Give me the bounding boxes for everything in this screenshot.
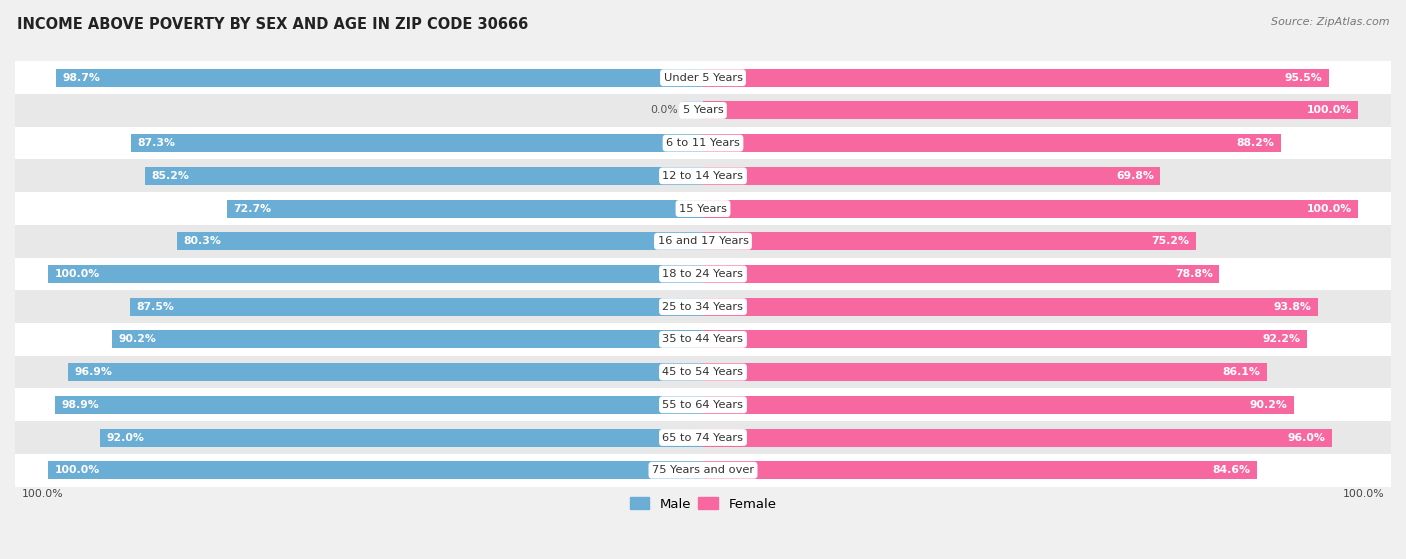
Bar — [15, 225, 1391, 258]
Bar — [703, 396, 1294, 414]
Bar — [703, 429, 1331, 447]
Text: 92.0%: 92.0% — [107, 433, 145, 443]
Text: 72.7%: 72.7% — [233, 203, 271, 214]
Text: 96.9%: 96.9% — [75, 367, 112, 377]
Text: 98.7%: 98.7% — [63, 73, 101, 83]
Bar — [48, 461, 703, 479]
Bar — [129, 298, 703, 316]
Text: 100.0%: 100.0% — [21, 489, 63, 499]
Text: 92.2%: 92.2% — [1263, 334, 1301, 344]
Bar — [67, 363, 703, 381]
Text: 55 to 64 Years: 55 to 64 Years — [662, 400, 744, 410]
Text: 84.6%: 84.6% — [1213, 465, 1251, 475]
Bar — [703, 461, 1257, 479]
Text: 100.0%: 100.0% — [55, 465, 100, 475]
Text: 90.2%: 90.2% — [118, 334, 156, 344]
Bar — [56, 69, 703, 87]
Bar — [226, 200, 703, 217]
Text: 100.0%: 100.0% — [1343, 489, 1385, 499]
Bar — [131, 134, 703, 152]
Bar — [15, 159, 1391, 192]
Text: 100.0%: 100.0% — [1306, 203, 1351, 214]
Text: 6 to 11 Years: 6 to 11 Years — [666, 138, 740, 148]
Text: Under 5 Years: Under 5 Years — [664, 73, 742, 83]
Text: 85.2%: 85.2% — [152, 171, 190, 181]
Text: 0.0%: 0.0% — [651, 106, 678, 115]
Bar — [15, 323, 1391, 356]
Bar — [703, 134, 1281, 152]
Text: 35 to 44 Years: 35 to 44 Years — [662, 334, 744, 344]
Text: 18 to 24 Years: 18 to 24 Years — [662, 269, 744, 279]
Legend: Male, Female: Male, Female — [624, 492, 782, 516]
Bar — [15, 421, 1391, 454]
Text: 87.3%: 87.3% — [138, 138, 176, 148]
Bar — [100, 429, 703, 447]
Text: 75.2%: 75.2% — [1152, 236, 1189, 247]
Text: 87.5%: 87.5% — [136, 302, 174, 312]
Bar — [703, 101, 1358, 120]
Bar — [15, 389, 1391, 421]
Bar — [15, 94, 1391, 127]
Text: 25 to 34 Years: 25 to 34 Years — [662, 302, 744, 312]
Text: 75 Years and over: 75 Years and over — [652, 465, 754, 475]
Text: Source: ZipAtlas.com: Source: ZipAtlas.com — [1271, 17, 1389, 27]
Text: 5 Years: 5 Years — [683, 106, 723, 115]
Text: 69.8%: 69.8% — [1116, 171, 1154, 181]
Bar — [145, 167, 703, 185]
Text: 45 to 54 Years: 45 to 54 Years — [662, 367, 744, 377]
Text: 65 to 74 Years: 65 to 74 Years — [662, 433, 744, 443]
Bar — [177, 232, 703, 250]
Bar — [703, 69, 1329, 87]
Text: 16 and 17 Years: 16 and 17 Years — [658, 236, 748, 247]
Text: 100.0%: 100.0% — [1306, 106, 1351, 115]
Bar — [15, 290, 1391, 323]
Bar — [15, 61, 1391, 94]
Text: 78.8%: 78.8% — [1175, 269, 1213, 279]
Bar — [15, 356, 1391, 389]
Bar — [55, 396, 703, 414]
Text: 86.1%: 86.1% — [1223, 367, 1261, 377]
Text: 80.3%: 80.3% — [183, 236, 221, 247]
Text: 100.0%: 100.0% — [55, 269, 100, 279]
Text: 15 Years: 15 Years — [679, 203, 727, 214]
Bar — [703, 330, 1308, 348]
Bar — [703, 200, 1358, 217]
Bar — [112, 330, 703, 348]
Text: 12 to 14 Years: 12 to 14 Years — [662, 171, 744, 181]
Bar — [703, 298, 1317, 316]
Bar — [683, 101, 703, 120]
Bar — [703, 232, 1195, 250]
Bar — [15, 454, 1391, 486]
Bar — [15, 127, 1391, 159]
Text: 95.5%: 95.5% — [1285, 73, 1322, 83]
Bar — [703, 265, 1219, 283]
Text: 90.2%: 90.2% — [1250, 400, 1288, 410]
Text: 93.8%: 93.8% — [1274, 302, 1310, 312]
Bar — [15, 192, 1391, 225]
Bar — [703, 167, 1160, 185]
Text: INCOME ABOVE POVERTY BY SEX AND AGE IN ZIP CODE 30666: INCOME ABOVE POVERTY BY SEX AND AGE IN Z… — [17, 17, 529, 32]
Bar — [15, 258, 1391, 290]
Text: 96.0%: 96.0% — [1288, 433, 1326, 443]
Bar — [703, 363, 1267, 381]
Text: 88.2%: 88.2% — [1236, 138, 1274, 148]
Text: 98.9%: 98.9% — [62, 400, 100, 410]
Bar — [48, 265, 703, 283]
